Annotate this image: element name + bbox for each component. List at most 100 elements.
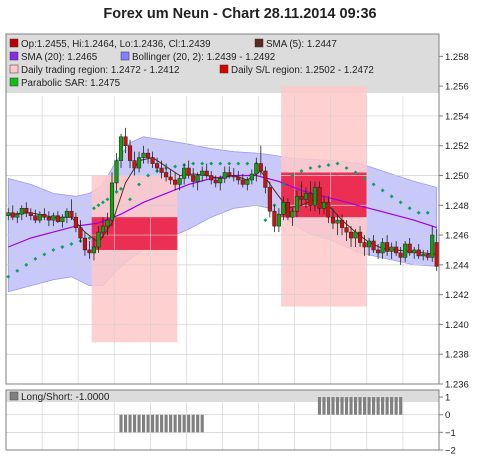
longshort-bar [376,397,380,415]
legend-background [6,34,439,93]
longshort-bar [119,414,123,433]
candle-body [182,167,187,179]
candle-body [204,170,209,176]
sar-dot [281,182,286,187]
candle-body [249,173,254,181]
sar-dot [100,200,105,205]
candle-body [362,242,367,248]
candle-body [105,219,110,227]
longshort-bar [187,414,191,433]
candle-body [394,246,399,254]
price-tick-label: 1.236 [445,380,469,391]
candle-body [330,216,336,224]
candle-body [60,216,65,222]
candle-body [91,246,97,254]
daily-trading-region [91,175,178,343]
candle-body [164,172,169,178]
legend-swatch [9,51,19,61]
longshort-tick-label: −1 [445,428,456,439]
longshort-bar [399,397,403,415]
candle-body [348,231,354,239]
candle-body [109,182,115,221]
chart-title: Forex um Neun - Chart 28.11.2014 09:36 [103,6,376,22]
legend-label: Op:1.2455, Hi:1.2464, Lo:1.2436, Cl:1.24… [21,39,211,50]
longshort-bars [119,397,403,433]
price-tick-label: 1.242 [445,290,469,301]
candle-body [55,215,60,222]
candle-body [46,216,51,221]
candle-body [276,213,281,227]
candle-body [213,179,218,184]
candle-body [272,210,277,227]
legend-swatch [120,51,130,61]
candle-body [281,202,286,215]
price-tick-label: 1.246 [445,231,469,242]
candle-body [146,152,151,158]
candle-body [385,242,390,252]
sar-dot [105,197,110,202]
legend-label: SMA (5): 1.2447 [266,39,337,50]
candle-body [137,157,142,169]
price-tick-label: 1.238 [445,350,469,361]
candle-body [15,213,20,218]
legend: Op:1.2455, Hi:1.2464, Lo:1.2436, Cl:1.24… [9,38,374,89]
candle-body [240,179,245,185]
candle-body [37,213,42,221]
candle-body [371,240,376,251]
sar-dot [191,161,196,166]
candle-body [294,196,299,212]
longshort-bar [160,414,164,433]
candle-body [155,163,160,169]
price-tick-label: 1.256 [445,82,469,93]
candle-body [159,167,164,173]
candle-body [317,187,322,209]
candle-body [200,170,205,176]
candle-body [425,254,430,258]
longshort-bar [146,414,150,433]
price-tick-label: 1.252 [445,141,469,152]
candle-body [245,179,250,185]
candle-body [191,175,196,182]
longshort-panel: Long/Short: -1.0000 1 0 −1 −2 [5,389,456,457]
candle-body [421,254,426,257]
candle-body [118,136,124,161]
longshort-bar [367,397,371,415]
candle-body [389,246,394,252]
longshort-bar [191,414,195,433]
candle-body [308,193,313,206]
candle-body [186,167,191,176]
candle-body [344,227,349,233]
candle-body [69,210,74,218]
longshort-bar [358,397,362,415]
sar-dot [128,197,133,202]
longshort-tick-label: 1 [445,393,450,404]
sar-dot [236,161,241,166]
price-tick-label: 1.248 [445,201,469,212]
longshort-bar [344,397,349,415]
longshort-bar [394,397,398,415]
sar-dot [227,161,232,166]
candle-body [258,163,263,172]
candle-body [353,231,358,239]
candle-body [254,163,259,175]
candle-body [416,249,421,257]
price-panel: Op:1.2455, Hi:1.2464, Lo:1.2436, Cl:1.24… [5,33,469,391]
candle-body [195,175,200,182]
legend-swatch [254,38,264,48]
legend-label: Parabolic SAR: 1.2475 [21,78,121,89]
longshort-bar [164,414,168,433]
candles [6,127,439,271]
longshort-bar [137,414,141,433]
price-tick-label: 1.244 [445,260,469,271]
sar-dot [380,188,385,193]
candle-body [127,145,133,161]
candle-body [358,231,363,243]
longshort-bar [123,414,128,433]
candle-body [434,242,439,267]
longshort-bar [390,397,394,415]
candle-body [299,196,304,200]
sar-dot [245,161,250,166]
sar-dot [91,206,96,211]
sar-dot [317,164,322,169]
